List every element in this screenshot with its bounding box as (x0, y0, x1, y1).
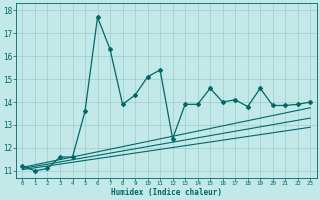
X-axis label: Humidex (Indice chaleur): Humidex (Indice chaleur) (111, 188, 222, 197)
